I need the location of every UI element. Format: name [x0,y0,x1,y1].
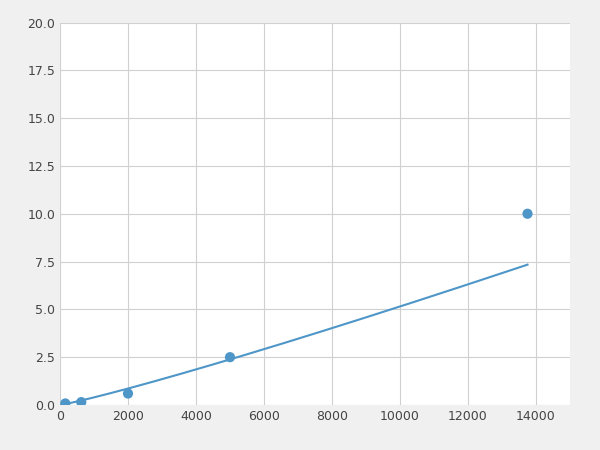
Point [123,390,133,397]
Point [76,399,86,406]
Point [225,354,235,361]
Point [523,210,532,217]
Point [61,400,70,407]
